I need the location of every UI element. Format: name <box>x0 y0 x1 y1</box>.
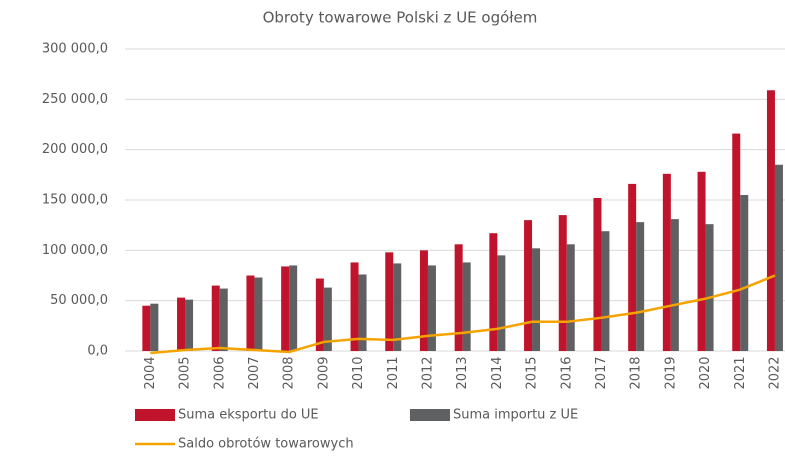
bar <box>385 252 394 351</box>
bar <box>766 90 775 352</box>
bar <box>524 220 533 351</box>
bar <box>150 303 159 351</box>
x-tick-label: 2009 <box>316 356 331 389</box>
bar <box>254 277 263 351</box>
bar <box>219 288 228 351</box>
x-tick-label: 2010 <box>351 356 366 389</box>
y-tick-label: 300 000,0 <box>42 42 108 57</box>
line <box>150 274 776 355</box>
y-tick-label: 100 000,0 <box>42 243 108 258</box>
x-tick-label: 2019 <box>663 356 678 389</box>
legend-swatch <box>410 409 450 421</box>
bar <box>315 278 324 351</box>
bar <box>427 265 436 351</box>
x-tick-label: 2021 <box>733 356 748 389</box>
legend-label: Suma eksportu do UE <box>178 408 319 423</box>
bar <box>705 224 714 351</box>
bar <box>532 248 541 351</box>
bar <box>732 133 741 351</box>
y-tick-label: 50 000,0 <box>50 293 108 308</box>
legend-swatch <box>135 409 175 421</box>
x-tick-label: 2005 <box>178 356 193 389</box>
x-tick-label: 2008 <box>282 356 297 389</box>
bar <box>593 197 602 351</box>
y-tick-label: 250 000,0 <box>42 92 108 107</box>
bar <box>393 263 402 351</box>
bar <box>323 287 332 351</box>
x-tick-label: 2020 <box>698 356 713 389</box>
x-tick-label: 2013 <box>455 356 470 389</box>
x-tick-label: 2004 <box>143 356 158 389</box>
legend-label: Saldo obrotów towarowych <box>178 437 354 452</box>
x-tick-label: 2018 <box>629 356 644 389</box>
bar <box>697 171 706 351</box>
chart-title: Obroty towarowe Polski z UE ogółem <box>263 9 538 27</box>
x-tick-label: 2015 <box>525 356 540 389</box>
bar <box>662 173 671 351</box>
bar <box>774 164 783 351</box>
bar <box>670 219 679 351</box>
x-tick-label: 2012 <box>420 356 435 389</box>
x-tick-label: 2011 <box>386 356 401 389</box>
bar <box>350 262 359 351</box>
x-tick-label: 2016 <box>559 356 574 389</box>
x-tick-label: 2014 <box>490 356 505 389</box>
legend-label: Suma importu z UE <box>453 408 578 423</box>
bar <box>628 183 637 351</box>
y-tick-label: 200 000,0 <box>42 142 108 157</box>
bar <box>462 262 471 351</box>
bar <box>566 244 575 351</box>
bar <box>740 194 749 351</box>
y-tick-label: 0,0 <box>87 344 108 359</box>
bar <box>185 299 194 351</box>
x-tick-label: 2022 <box>767 356 782 389</box>
bar <box>489 233 498 351</box>
x-tick-label: 2017 <box>594 356 609 389</box>
bar <box>177 297 186 351</box>
bar <box>281 266 290 351</box>
bar <box>211 285 220 351</box>
x-tick-label: 2007 <box>247 356 262 389</box>
bar <box>289 265 298 351</box>
bar <box>558 215 567 351</box>
x-tick-label: 2006 <box>212 356 227 389</box>
y-tick-label: 150 000,0 <box>42 193 108 208</box>
bar <box>636 222 645 351</box>
bar <box>358 274 367 351</box>
bar <box>142 305 151 351</box>
bar <box>497 255 506 351</box>
bar <box>246 275 255 351</box>
bar <box>419 250 428 351</box>
bar <box>601 231 610 351</box>
bar <box>454 244 463 351</box>
